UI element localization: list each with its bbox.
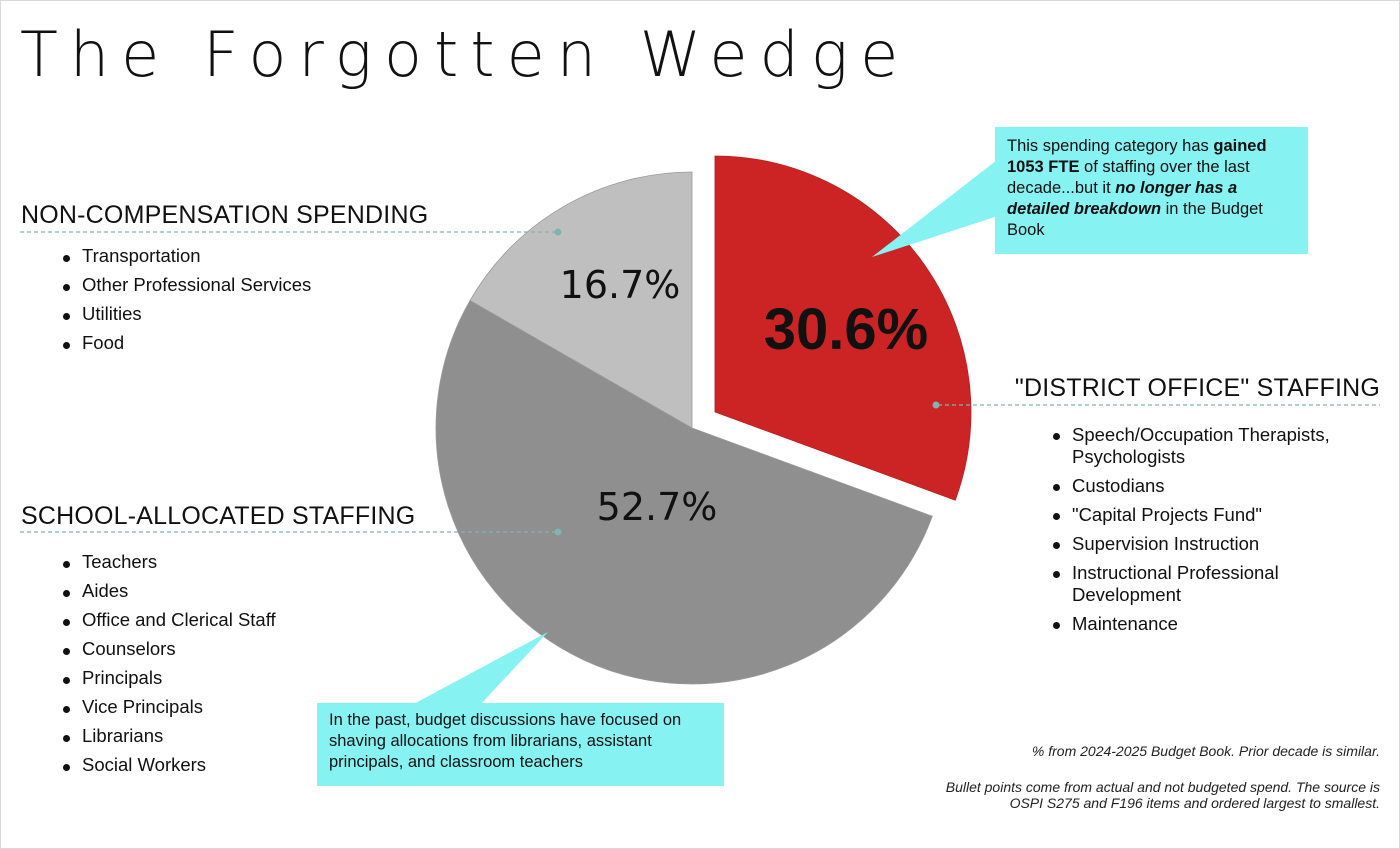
callout-pointer-school <box>408 632 548 707</box>
slice-label-non-compensation: 16.7% <box>560 263 681 307</box>
list-item: Speech/Occupation Therapists, Psychologi… <box>1052 424 1372 468</box>
callout-text: of staffing over the last decade...but i… <box>1007 158 1250 197</box>
callout-text: in the Budget Book <box>1007 200 1263 239</box>
list-item: Transportation <box>62 246 311 275</box>
callout-text: In the past, budget discussions have foc… <box>329 711 682 771</box>
callout-district-office: This spending category has gained 1053 F… <box>995 127 1308 254</box>
bullets-note-line: OSPI S275 and F196 items and ordered lar… <box>1009 795 1380 811</box>
callout-school-allocated: In the past, budget discussions have foc… <box>317 703 724 786</box>
category-title-district-office: "DISTRICT OFFICE" STAFFING <box>1014 374 1380 402</box>
callout-pointers <box>408 150 1010 707</box>
list-item: Librarians <box>62 726 276 755</box>
list-item: Teachers <box>62 552 276 581</box>
leader-dot-school-allocated <box>554 528 562 536</box>
slice-label-school-allocated: 52.7% <box>597 485 718 529</box>
slice-label-district-office: 30.6% <box>764 297 928 362</box>
list-item: Supervision Instruction <box>1052 533 1372 555</box>
source-note: % from 2024-2025 Budget Book. Prior deca… <box>1031 743 1380 759</box>
bullets-note: Bullet points come from actual and not b… <box>946 779 1380 811</box>
list-item: Food <box>62 333 311 362</box>
pie-slices <box>435 155 972 685</box>
non-compensation-list: Transportation Other Professional Servic… <box>62 246 311 362</box>
list-item: Maintenance <box>1052 613 1372 635</box>
bullets-note-line: Bullet points come from actual and not b… <box>945 779 1380 795</box>
category-title-non-compensation: NON-COMPENSATION SPENDING <box>21 201 429 229</box>
leader-dot-non-compensation <box>554 228 562 236</box>
district-office-list: Speech/Occupation Therapists, Psychologi… <box>1052 424 1372 642</box>
school-allocated-list: Teachers Aides Office and Clerical Staff… <box>62 552 276 784</box>
list-item: Principals <box>62 668 276 697</box>
list-item: Counselors <box>62 639 276 668</box>
callout-text: This spending category has <box>1007 137 1214 155</box>
chart-title: The Forgotten Wedge <box>20 18 911 91</box>
list-item: Vice Principals <box>62 697 276 726</box>
list-item: Utilities <box>62 304 311 333</box>
list-item: Instructional Professional Development <box>1052 562 1372 606</box>
leader-dot-district-office <box>932 401 940 409</box>
callout-text-bold: gained 1053 FTE <box>1007 137 1267 176</box>
category-title-school-allocated: SCHOOL-ALLOCATED STAFFING <box>21 502 416 530</box>
leader-lines <box>20 228 1380 536</box>
pie-slice-non-compensation <box>469 171 693 429</box>
list-item: Custodians <box>1052 475 1372 497</box>
slice-labels: 30.6% 52.7% 16.7% <box>560 263 929 529</box>
list-item: Office and Clerical Staff <box>62 610 276 639</box>
list-item: Aides <box>62 581 276 610</box>
callout-pointer-district <box>872 150 1010 257</box>
list-item: Social Workers <box>62 755 276 784</box>
pie-slice-school-allocated <box>435 299 933 685</box>
list-item: "Capital Projects Fund" <box>1052 504 1372 526</box>
list-item: Other Professional Services <box>62 275 311 304</box>
callout-text-bold-italic: no longer has a detailed breakdown <box>1007 179 1238 218</box>
pie-slice-district-office <box>714 155 972 501</box>
